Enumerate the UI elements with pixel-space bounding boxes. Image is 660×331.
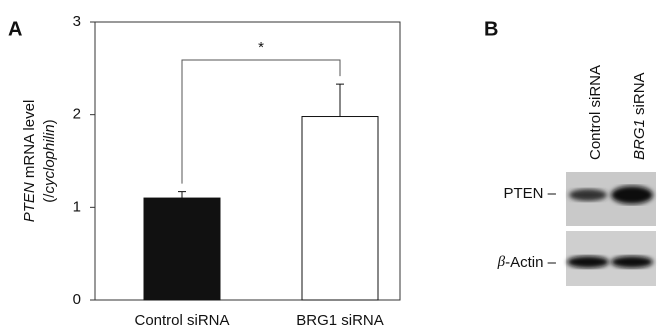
y-label-part: mRNA level: [21, 100, 38, 183]
page: {"chart_data": {"type": "bar", "ylabel":…: [0, 0, 660, 331]
panel-label: B: [484, 18, 498, 40]
blot-row-label: PTEN –: [503, 185, 556, 202]
band: [569, 189, 607, 201]
blot-row-label: β-Actin –: [497, 254, 557, 271]
y-tick-label: 3: [73, 13, 81, 30]
row-label-part: PTEN: [503, 185, 543, 202]
y-label-part: PTEN: [21, 182, 38, 222]
error-bar: [178, 192, 186, 198]
y-axis-label: (/cyclophilin): [41, 119, 58, 202]
band: [567, 256, 609, 268]
significance-marker: *: [258, 39, 264, 56]
lane-label-part: siRNA: [631, 72, 648, 119]
x-tick-label: BRG1 siRNA: [296, 312, 384, 329]
band: [611, 256, 653, 268]
lane-label: Control siRNA: [587, 65, 604, 160]
panel-label: A: [8, 18, 22, 40]
row-label-part: -Actin –: [505, 254, 557, 271]
y-tick-label: 2: [73, 106, 81, 123]
error-bar: [336, 84, 344, 116]
band: [611, 186, 653, 204]
x-tick-label: Control siRNA: [134, 312, 229, 329]
y-label-part: cyclophilin: [41, 124, 58, 193]
lane-label-part: BRG1: [631, 119, 648, 160]
bar: [302, 117, 378, 300]
lane-label: BRG1 siRNA: [631, 72, 648, 160]
y-tick-label: 0: [73, 291, 81, 308]
y-tick-label: 1: [73, 198, 81, 215]
bar: [144, 198, 220, 300]
y-axis-label: PTEN mRNA level: [21, 100, 38, 223]
row-label-part: –: [543, 185, 556, 202]
y-label-part: ): [41, 119, 58, 124]
figure: A B PTEN mRNA level (/cyclophilin) Contr…: [0, 0, 660, 331]
